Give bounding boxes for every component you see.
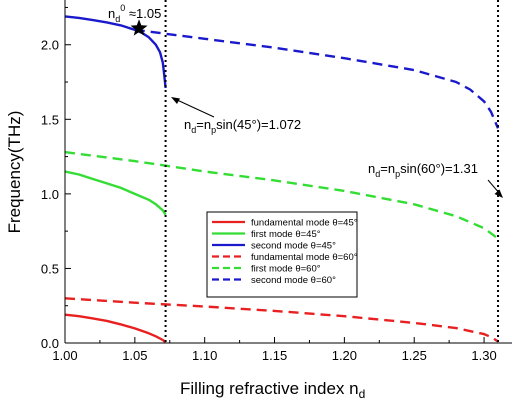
annotation-45deg-arrowhead (171, 97, 180, 104)
series-line-second-mode-theta-60deg (134, 28, 500, 129)
x-tick-label: 1.15 (262, 348, 287, 363)
legend-label: first mode θ=60° (251, 264, 321, 275)
x-axis-title-sub: d (359, 387, 366, 401)
annotation-60deg-label: nd=npsin(60°)=1.31 (368, 161, 478, 179)
y-tick-label: 1.0 (41, 187, 59, 202)
y-tick-label: 2.0 (41, 38, 59, 53)
series-line-first-mode-theta-60deg (65, 150, 499, 240)
tick-labels: 1.00 1.05 1.10 1.15 1.20 1.25 1.30 0.0 0.5 1.0 1.5… (41, 38, 497, 363)
vertical-reference-lines (164, 0, 500, 343)
legend-label: first mode θ=45° (251, 229, 321, 240)
annotation-45deg-label: nd=npsin(45°)=1.072 (184, 117, 301, 135)
star-annotation: nd0 ≈1.05 (108, 3, 161, 36)
x-tick-label: 1.25 (402, 348, 427, 363)
legend-label: fundamental mode θ=45° (251, 218, 358, 229)
x-tick-label: 1.00 (52, 348, 77, 363)
annotation-45deg-arrow-line (174, 98, 215, 118)
annotation-60deg: nd=npsin(60°)=1.31 (368, 161, 503, 198)
x-tick-label: 1.05 (122, 348, 147, 363)
series-line-fundamental-mode-theta-60deg (65, 297, 499, 343)
x-tick-label: 1.20 (332, 348, 357, 363)
series-line-fundamental-mode-theta-45deg (65, 313, 167, 343)
legend-box (206, 211, 358, 298)
annotation-60deg-arrowhead (494, 189, 503, 198)
series-line-first-mode-theta-45deg (65, 170, 167, 216)
legend: fundamental mode θ=45°first mode θ=45°se… (206, 211, 358, 298)
legend-label: second mode θ=60° (251, 275, 336, 286)
star-marker (130, 19, 148, 36)
y-tick-label: 1.5 (41, 112, 59, 127)
y-axis-title: Frequency(THz) (5, 111, 24, 234)
x-tick-label: 1.10 (192, 348, 217, 363)
legend-items: fundamental mode θ=45°first mode θ=45°se… (212, 218, 358, 286)
annotation-45deg: nd=npsin(45°)=1.072 (171, 97, 301, 135)
star-label: nd0 ≈1.05 (108, 3, 161, 24)
axes (64, 0, 512, 344)
legend-label: second mode θ=45° (251, 241, 336, 252)
x-axis-title-main: Filling refractive index n (180, 379, 359, 398)
x-tick-label: 1.30 (471, 348, 496, 363)
y-tick-label: 0.0 (41, 336, 59, 351)
x-axis-title: Filling refractive index nd (180, 379, 365, 401)
legend-label: fundamental mode θ=60° (251, 252, 358, 263)
y-tick-label: 0.5 (41, 261, 59, 276)
